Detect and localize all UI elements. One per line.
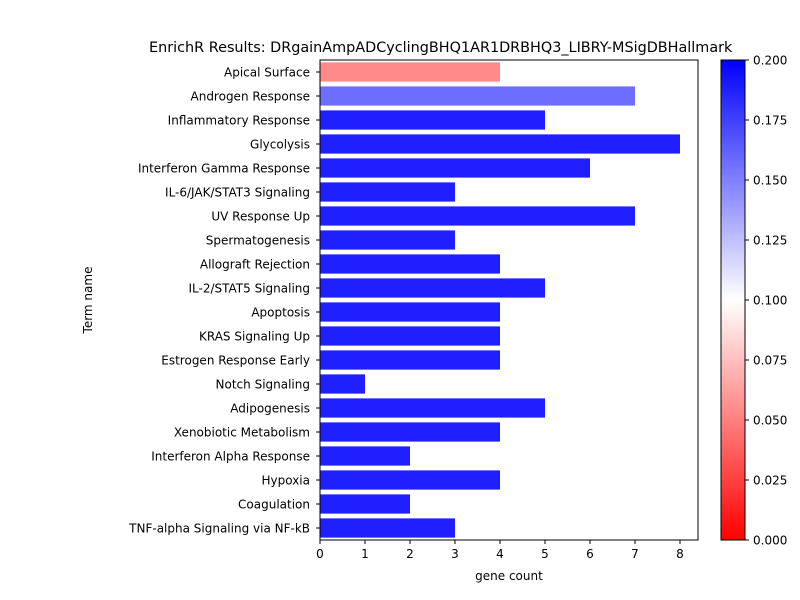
y-tick-label: Androgen Response [191, 90, 311, 104]
bar [320, 278, 545, 298]
y-tick-label: Estrogen Response Early [161, 354, 310, 368]
bar [320, 86, 635, 106]
y-tick-label: Interferon Gamma Response [138, 162, 310, 176]
y-tick-label: Apical Surface [224, 66, 310, 80]
plot-frame [319, 59, 699, 541]
x-tick-label: 7 [631, 547, 639, 561]
bar [320, 158, 590, 178]
y-tick-label: IL-6/JAK/STAT3 Signaling [165, 186, 310, 200]
bar [320, 230, 455, 250]
y-tick-label: Notch Signaling [216, 378, 310, 392]
x-tick-label: 3 [451, 547, 459, 561]
bar [320, 110, 545, 130]
y-tick-label: Adipogenesis [230, 402, 310, 416]
colorbar-tick-label: 0.175 [753, 114, 787, 128]
chart-title: EnrichR Results: DRgainAmpADCyclingBHQ1A… [149, 40, 733, 56]
colorbar-tick-label: 0.125 [753, 234, 787, 248]
y-axis-label: Term name [81, 267, 95, 335]
bars-group [320, 62, 680, 538]
y-tick-label: Inflammatory Response [168, 114, 310, 128]
bar [320, 326, 500, 346]
colorbar-ticks: 0.000 0.025 0.050 0.075 0.100 0.125 0.150 0.175… [745, 54, 787, 548]
y-tick-label: IL-2/STAT5 Signaling [188, 282, 310, 296]
y-tick-labels: Apical Surface Androgen Response Inflammat… [128, 66, 320, 536]
colorbar-tick-label: 0.200 [753, 54, 787, 68]
bar [320, 422, 500, 442]
x-ticks: 0 1 2 3 4 5 6 7 8 [316, 540, 684, 561]
colorbar-tick-label: 0.075 [753, 354, 787, 368]
y-tick-label: Apoptosis [251, 306, 310, 320]
bar [320, 494, 410, 514]
x-tick-label: 2 [406, 547, 414, 561]
x-tick-label: 8 [676, 547, 684, 561]
y-tick-label: Hypoxia [261, 474, 310, 488]
y-tick-label: KRAS Signaling Up [199, 330, 310, 344]
bar [320, 374, 365, 394]
colorbar-tick-label: 0.025 [753, 474, 787, 488]
y-tick-label: Coagulation [238, 498, 310, 512]
colorbar-tick-label: 0.000 [753, 534, 787, 548]
bar [320, 446, 410, 466]
y-tick-label: Spermatogenesis [206, 234, 310, 248]
y-tick-label: TNF-alpha Signaling via NF-kB [128, 522, 310, 536]
bar [320, 134, 680, 154]
y-tick-label: Allograft Rejection [200, 258, 310, 272]
colorbar-tick-label: 0.150 [753, 174, 787, 188]
y-tick-label: Xenobiotic Metabolism [174, 426, 310, 440]
bar [320, 518, 455, 538]
bar [320, 398, 545, 418]
x-tick-label: 1 [361, 547, 369, 561]
bar [320, 206, 635, 226]
y-tick-label: UV Response Up [211, 210, 310, 224]
x-tick-label: 4 [496, 547, 504, 561]
y-tick-label: Glycolysis [250, 138, 310, 152]
x-axis-label: gene count [475, 569, 543, 583]
bar [320, 182, 455, 202]
y-tick-label: Interferon Alpha Response [151, 450, 310, 464]
colorbar-tick-label: 0.050 [753, 414, 787, 428]
colorbar [720, 59, 746, 541]
x-tick-label: 0 [316, 547, 324, 561]
bar [320, 62, 500, 82]
x-tick-label: 6 [586, 547, 594, 561]
bar [320, 302, 500, 322]
bar [320, 470, 500, 490]
bar [320, 350, 500, 370]
bar [320, 254, 500, 274]
colorbar-tick-label: 0.100 [753, 294, 787, 308]
x-tick-label: 5 [541, 547, 549, 561]
